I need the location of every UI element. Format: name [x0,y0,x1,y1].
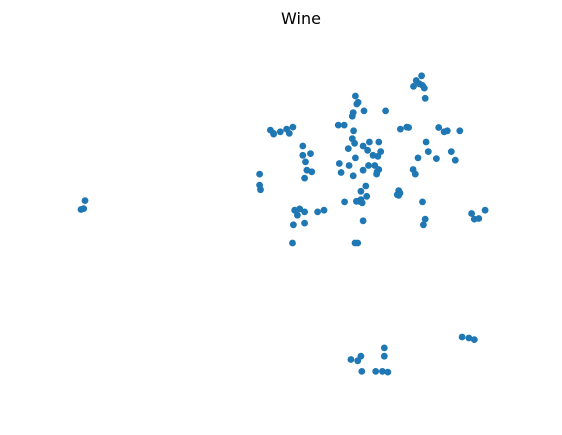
data-point [470,336,478,343]
data-point [301,174,308,182]
data-point [475,215,483,222]
data-point [379,368,386,375]
data-point [340,121,348,129]
data-point [397,125,404,133]
data-point [289,123,297,131]
data-point [349,172,357,180]
data-point [352,92,359,100]
data-point [422,138,430,146]
data-point [299,142,307,150]
data-point [308,168,316,176]
data-point [296,205,304,213]
data-point [348,135,356,143]
data-point [372,368,380,375]
data-point [410,83,417,90]
data-point [80,205,88,213]
data-point [433,155,440,163]
data-point [451,156,459,164]
data-point [420,84,428,92]
data-point [481,206,489,214]
data-point [435,124,443,131]
data-point [373,168,381,176]
data-points-layer [77,72,489,376]
data-point [347,356,355,363]
data-point [359,166,367,174]
data-point [382,107,389,115]
data-point [256,170,263,178]
data-point [285,130,293,137]
data-point [364,146,371,154]
data-point [377,148,385,156]
data-point [301,219,308,227]
data-point [344,145,352,153]
data-point [359,217,367,225]
data-point [348,112,356,120]
data-point [443,127,451,135]
data-point [334,121,342,129]
data-point [359,142,367,150]
data-point [411,170,419,178]
data-point [420,221,427,229]
data-point [358,199,366,207]
data-point [345,162,353,169]
data-point [335,160,343,167]
data-point [362,182,370,190]
data-point [447,148,455,156]
data-point [465,334,473,342]
data-point [456,127,464,135]
data-point [424,148,432,156]
data-point [365,162,372,169]
data-point [357,187,365,195]
chart-title: Wine [281,9,321,28]
data-point [289,239,296,247]
data-point [257,186,264,194]
data-point [352,154,359,162]
data-point [276,128,284,136]
data-point [307,150,314,158]
data-point [270,130,277,137]
data-point [421,94,429,102]
data-point [320,206,328,214]
data-point [302,158,309,166]
data-point [301,208,308,216]
data-point [360,107,368,115]
data-point [363,192,371,200]
data-point [354,239,362,247]
data-point [414,154,422,162]
data-point [354,357,362,365]
data-point [395,191,403,199]
data-point [419,198,426,206]
data-point [380,344,388,352]
data-point [341,198,348,206]
data-point [384,368,392,376]
data-point [290,221,297,229]
data-point [299,151,307,159]
data-point [421,215,429,223]
data-point [375,138,383,146]
data-point [366,138,373,146]
data-point [354,98,362,106]
data-point [337,169,345,176]
data-point [405,124,412,131]
data-point [314,208,321,216]
data-point [294,211,301,219]
data-point [358,368,366,375]
data-point [380,352,388,360]
data-point [418,72,425,80]
data-point [458,333,466,341]
data-point [468,210,475,217]
data-point [81,197,89,205]
data-point [350,127,357,135]
